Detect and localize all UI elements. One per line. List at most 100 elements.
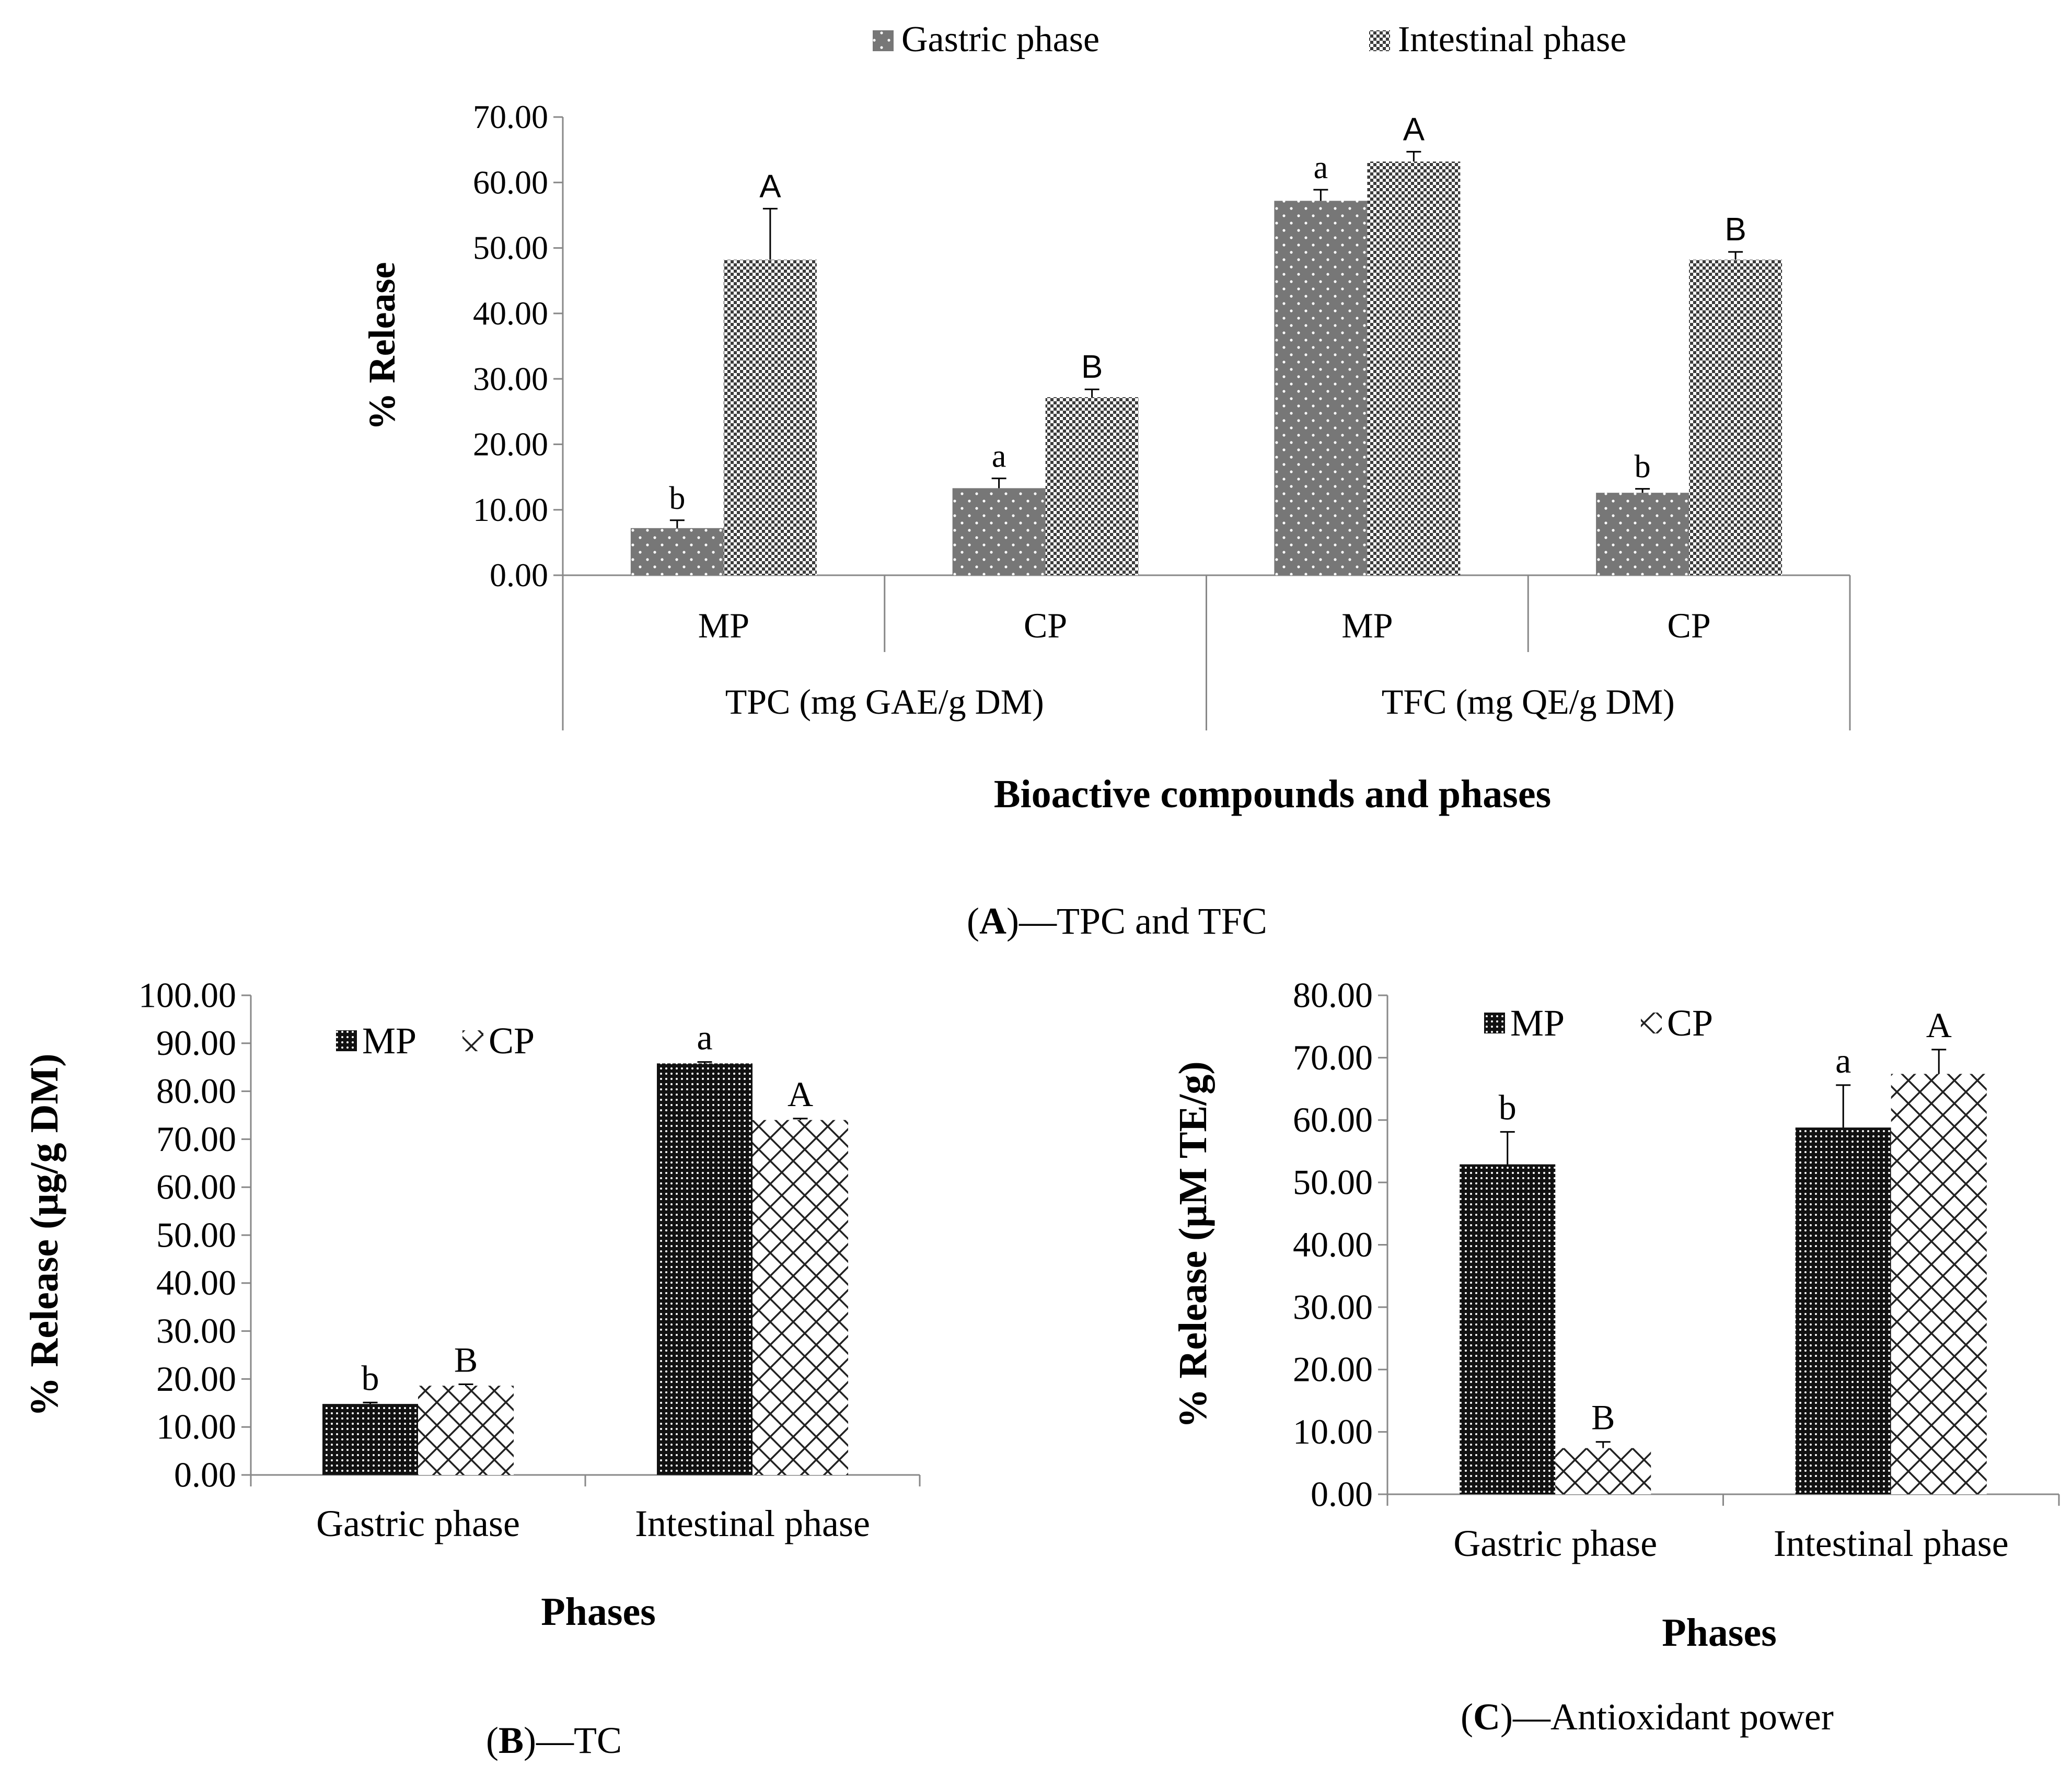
- chart-b-bar: [322, 1404, 418, 1475]
- chart-a-bar: [723, 260, 817, 575]
- caption-a-text: —TPC and TFC: [1018, 900, 1267, 942]
- caption-a-letter: A: [979, 900, 1006, 942]
- chart-c-y-title: % Release (μM TE/g): [1171, 1061, 1215, 1428]
- chart-b-y-tick-label: 80.00: [156, 1071, 236, 1111]
- chart-a-significance-label: A: [1403, 111, 1425, 147]
- chart-a-y-tick-label: 40.00: [473, 295, 548, 332]
- chart-a-x-tick-label: MP: [1341, 606, 1393, 645]
- chart-b-x-tick-label: Gastric phase: [316, 1503, 520, 1544]
- chart-a-significance-label: a: [1314, 150, 1328, 185]
- chart-b-y-tick-label: 50.00: [156, 1215, 236, 1254]
- chart-a-bar: [630, 528, 724, 575]
- chart-c-legend-label: MP: [1510, 1002, 1565, 1044]
- chart-a-significance-label: a: [992, 439, 1006, 474]
- chart-a-bar: [1274, 201, 1368, 575]
- chart-c-y-tick-label: 60.00: [1293, 1100, 1373, 1140]
- caption-b-letter: B: [498, 1719, 524, 1761]
- chart-c-bar: [1795, 1127, 1891, 1494]
- chart-c-y-tick-label: 0.00: [1311, 1474, 1373, 1514]
- chart-a-significance-label: b: [1635, 449, 1651, 485]
- chart-b: 0.00 10.00 20.00 30.00 40.00 50.00 60.00 70.00 8…: [22, 975, 921, 1634]
- chart-b-bar: [657, 1063, 753, 1475]
- chart-a-legend-swatch: [873, 30, 894, 51]
- chart-a-y-tick-label: 50.00: [473, 229, 548, 266]
- chart-b-x-title: Phases: [541, 1590, 656, 1634]
- caption-a: (A)—TPC and TFC: [967, 900, 1267, 942]
- chart-c-significance-label: b: [1499, 1087, 1517, 1127]
- chart-a-y-tick-label: 70.00: [473, 98, 548, 135]
- chart-c-x-tick-label: Intestinal phase: [1774, 1522, 2009, 1564]
- chart-b-y-tick-label: 60.00: [156, 1167, 236, 1207]
- chart-b-legend-label: CP: [489, 1020, 535, 1062]
- chart-a-x-tick-label: MP: [698, 606, 749, 645]
- chart-a-bar: [952, 488, 1046, 575]
- chart-b-significance-label: B: [454, 1340, 478, 1379]
- chart-b-y-tick-label: 10.00: [156, 1407, 236, 1447]
- chart-a-y-tick-label: 30.00: [473, 360, 548, 397]
- chart-a-y-tick-label: 0.00: [490, 556, 548, 594]
- caption-c-text: —Antioxidant power: [1512, 1696, 1834, 1738]
- chart-c-y-tick-label: 40.00: [1293, 1225, 1373, 1264]
- chart-a-x-tick-label: CP: [1668, 606, 1711, 645]
- chart-a-group-label: TPC (mg GAE/g DM): [725, 682, 1044, 722]
- chart-c-legend-label: CP: [1667, 1002, 1713, 1044]
- chart-c-y-tick-label: 20.00: [1293, 1350, 1373, 1389]
- chart-a-significance-label: B: [1724, 212, 1746, 248]
- chart-a-legend-label: Intestinal phase: [1398, 19, 1626, 60]
- caption-b: (B)—TC: [486, 1719, 622, 1761]
- chart-c-y-tick-label: 30.00: [1293, 1287, 1373, 1327]
- chart-b-bar: [418, 1386, 514, 1475]
- chart-a-y-title: % Release: [361, 262, 403, 431]
- chart-c-bar: [1891, 1074, 1987, 1494]
- chart-b-bar: [753, 1120, 848, 1475]
- chart-b-y-tick-label: 90.00: [156, 1023, 236, 1063]
- chart-c-y-tick-label: 50.00: [1293, 1163, 1373, 1202]
- chart-b-legend-label: MP: [362, 1020, 416, 1062]
- chart-c-significance-label: B: [1591, 1398, 1615, 1437]
- chart-b-y-tick-label: 100.00: [138, 975, 236, 1015]
- chart-c-legend-swatch: [1641, 1013, 1662, 1033]
- chart-b-y-tick-label: 40.00: [156, 1263, 236, 1303]
- chart-a-significance-label: b: [669, 481, 685, 516]
- chart-c-x-title: Phases: [1662, 1611, 1777, 1655]
- chart-a-bar: [1689, 260, 1782, 575]
- chart-c-y-tick-label: 70.00: [1293, 1038, 1373, 1077]
- chart-b-y-tick-label: 70.00: [156, 1119, 236, 1159]
- chart-a-y-tick-label: 60.00: [473, 164, 548, 201]
- caption-b-text: —TC: [536, 1719, 622, 1761]
- chart-b-x-tick-label: Intestinal phase: [635, 1503, 870, 1544]
- chart-c-significance-label: a: [1835, 1041, 1851, 1080]
- chart-a-bar: [1596, 493, 1689, 575]
- chart-a: 0.00 10.00 20.00 30.00 40.00 50.00 60.00 70.00%…: [361, 19, 1851, 816]
- caption-c: (C)—Antioxidant power: [1461, 1696, 1834, 1738]
- chart-a-y-tick-label: 10.00: [473, 491, 548, 528]
- chart-b-significance-label: A: [788, 1074, 813, 1114]
- chart-c-significance-label: A: [1926, 1005, 1952, 1045]
- chart-a-x-tick-label: CP: [1024, 606, 1067, 645]
- chart-b-y-title: % Release (μg/g DM): [22, 1053, 66, 1416]
- chart-c-y-tick-label: 10.00: [1293, 1412, 1373, 1451]
- chart-c-y-tick-label: 80.00: [1293, 975, 1373, 1015]
- chart-a-y-tick-label: 20.00: [473, 426, 548, 463]
- chart-b-significance-label: b: [362, 1358, 379, 1398]
- chart-b-y-tick-label: 0.00: [174, 1455, 236, 1494]
- chart-c-x-tick-label: Gastric phase: [1453, 1522, 1657, 1564]
- caption-c-letter: C: [1473, 1696, 1500, 1738]
- chart-c-legend-swatch: [1484, 1013, 1505, 1033]
- chart-a-bar: [1045, 397, 1139, 575]
- chart-b-y-tick-label: 20.00: [156, 1359, 236, 1399]
- chart-b-legend-swatch: [462, 1030, 483, 1051]
- chart-b-legend-swatch: [336, 1030, 357, 1051]
- chart-a-bar: [1367, 161, 1461, 575]
- chart-c-bar: [1460, 1164, 1556, 1494]
- chart-a-significance-label: A: [759, 168, 781, 204]
- chart-a-group-label: TFC (mg QE/g DM): [1382, 682, 1675, 722]
- chart-b-y-tick-label: 30.00: [156, 1311, 236, 1351]
- chart-a-legend-swatch: [1369, 30, 1390, 51]
- chart-c-bar: [1555, 1448, 1651, 1494]
- chart-b-significance-label: a: [697, 1018, 712, 1057]
- chart-c: 0.00 10.00 20.00 30.00 40.00 50.00 60.00 70.00 8…: [1171, 975, 2060, 1655]
- chart-a-significance-label: B: [1081, 349, 1103, 385]
- chart-a-x-title: Bioactive compounds and phases: [994, 772, 1551, 816]
